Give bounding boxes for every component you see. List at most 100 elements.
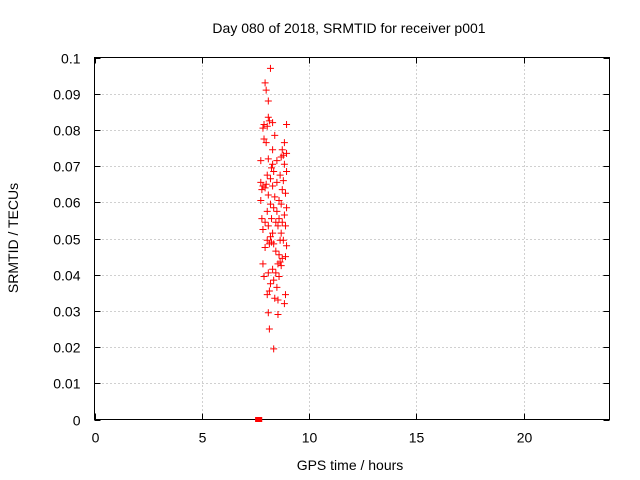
data-point (262, 180, 270, 188)
data-point (272, 269, 280, 277)
data-point (265, 117, 273, 125)
data-point (273, 207, 281, 215)
data-point (257, 196, 265, 204)
data-point (257, 157, 265, 165)
data-point (274, 260, 282, 268)
data-point (278, 254, 286, 262)
data-point (260, 120, 268, 128)
data-point (266, 64, 274, 72)
data-point (275, 215, 283, 223)
y-axis-label: SRMTID / TECUs (5, 183, 21, 293)
data-point (275, 196, 283, 204)
data-point (264, 155, 272, 163)
data-point (266, 280, 274, 288)
data-point (279, 177, 287, 185)
data-points (255, 64, 291, 422)
data-point (281, 291, 289, 299)
data-point (258, 186, 266, 194)
x-tick-label: 15 (409, 430, 425, 446)
data-point-square (256, 417, 262, 422)
data-point (283, 168, 291, 176)
data-point (263, 291, 271, 299)
data-point (259, 124, 267, 132)
y-tick-label: 0.02 (53, 340, 80, 356)
data-point (265, 325, 273, 333)
data-point (264, 97, 272, 105)
data-point (272, 218, 280, 226)
data-point (277, 200, 285, 208)
y-tick-label: 0.05 (53, 232, 80, 248)
data-point (278, 146, 286, 154)
data-point (263, 171, 271, 179)
y-tick-labels: 0 0.01 0.02 0.03 0.04 0.05 0.06 0.07 0.08 0.09 0.1 (53, 51, 80, 429)
y-tick-label: 0.03 (53, 304, 80, 320)
data-point (274, 311, 282, 319)
data-point (277, 262, 285, 270)
x-tick-label: 5 (199, 430, 207, 446)
data-point (258, 215, 266, 223)
y-tick-label: 0.08 (53, 123, 80, 139)
grid (94, 57, 610, 420)
chart-title: Day 080 of 2018, SRMTID for receiver p00… (212, 20, 485, 36)
data-point (283, 242, 291, 250)
data-point (266, 233, 274, 241)
y-tick-label: 0.01 (53, 376, 80, 392)
data-point (264, 113, 272, 121)
data-point (280, 300, 288, 308)
data-point (263, 236, 271, 244)
data-point (262, 86, 270, 94)
data-point (278, 186, 286, 194)
data-point (281, 222, 289, 230)
data-point (263, 207, 271, 215)
data-point (270, 168, 278, 176)
data-point (274, 296, 282, 304)
y-tick-label: 0.1 (61, 51, 81, 67)
data-point (278, 218, 286, 226)
y-tick-label: 0.09 (53, 87, 80, 103)
data-point (271, 193, 279, 201)
data-point (281, 189, 289, 197)
x-tick-labels: 0 5 10 15 20 (92, 430, 533, 446)
data-point (276, 171, 284, 179)
data-point (275, 251, 283, 259)
data-point (271, 294, 279, 302)
y-tick-label: 0.04 (53, 268, 80, 284)
data-point (269, 182, 277, 190)
data-point (283, 149, 291, 157)
data-point (261, 79, 269, 87)
x-tick-label: 10 (302, 430, 318, 446)
data-point (260, 135, 268, 143)
data-point (266, 175, 274, 183)
data-point (271, 131, 279, 139)
axis-ticks (94, 57, 610, 421)
data-point (261, 184, 269, 192)
data-point (272, 247, 280, 255)
x-tick-label: 20 (517, 430, 533, 446)
data-point (277, 229, 285, 237)
data-point (265, 287, 273, 295)
data-point (270, 204, 278, 212)
data-point (261, 244, 269, 252)
data-point (283, 204, 291, 212)
y-tick-label: 0 (73, 413, 81, 429)
data-point (273, 178, 281, 186)
data-point (264, 191, 272, 199)
data-point (268, 238, 276, 246)
data-point (275, 273, 283, 281)
data-point (280, 211, 288, 219)
data-point (269, 160, 277, 168)
data-point (269, 146, 277, 154)
data-point (259, 225, 267, 233)
data-point (273, 157, 281, 165)
y-tick-label: 0.06 (53, 195, 80, 211)
data-point (264, 269, 272, 277)
x-axis-label: GPS time / hours (297, 457, 404, 473)
data-point (269, 229, 277, 237)
data-point (266, 200, 274, 208)
data-point (259, 260, 267, 268)
data-point (279, 236, 287, 244)
data-point (260, 273, 268, 281)
data-point (281, 253, 289, 261)
data-point (257, 178, 265, 186)
